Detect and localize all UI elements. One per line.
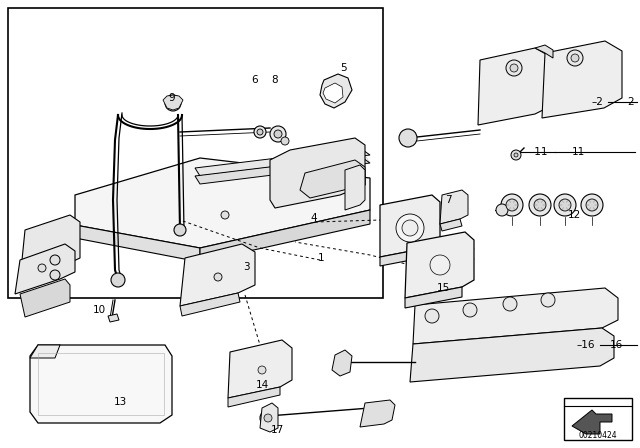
Circle shape xyxy=(534,199,546,211)
Text: 5: 5 xyxy=(340,63,347,73)
Polygon shape xyxy=(535,45,553,58)
Circle shape xyxy=(274,130,282,138)
Text: 12: 12 xyxy=(568,210,580,220)
Text: 4: 4 xyxy=(310,213,317,223)
Circle shape xyxy=(214,273,222,281)
Circle shape xyxy=(281,137,289,145)
Circle shape xyxy=(496,204,508,216)
Text: 11: 11 xyxy=(572,147,585,157)
Polygon shape xyxy=(320,74,352,108)
Text: 8: 8 xyxy=(272,75,278,85)
Circle shape xyxy=(260,410,276,426)
Polygon shape xyxy=(270,138,365,208)
Polygon shape xyxy=(380,247,432,266)
Text: –11: –11 xyxy=(529,147,548,157)
Polygon shape xyxy=(345,165,365,210)
Polygon shape xyxy=(413,288,618,344)
Circle shape xyxy=(559,199,571,211)
Text: 15: 15 xyxy=(436,283,450,293)
Circle shape xyxy=(503,297,517,311)
Circle shape xyxy=(270,126,286,142)
Polygon shape xyxy=(405,287,462,308)
Text: 2: 2 xyxy=(627,97,634,107)
Polygon shape xyxy=(200,210,370,262)
Text: 16: 16 xyxy=(610,340,623,350)
Polygon shape xyxy=(30,345,60,358)
Text: –2: –2 xyxy=(591,97,603,107)
Polygon shape xyxy=(180,244,255,306)
Text: 10: 10 xyxy=(93,305,106,315)
Polygon shape xyxy=(323,83,343,103)
Bar xyxy=(564,398,632,440)
Polygon shape xyxy=(30,345,172,423)
Text: 1: 1 xyxy=(318,253,324,263)
Circle shape xyxy=(221,211,229,219)
Text: –16: –16 xyxy=(577,340,595,350)
Text: 13: 13 xyxy=(113,397,127,407)
Circle shape xyxy=(510,64,518,72)
Circle shape xyxy=(463,303,477,317)
Bar xyxy=(38,353,164,415)
Circle shape xyxy=(402,220,418,236)
Polygon shape xyxy=(572,410,612,434)
Circle shape xyxy=(258,366,266,374)
Polygon shape xyxy=(228,387,280,407)
Polygon shape xyxy=(108,314,119,322)
Polygon shape xyxy=(195,148,370,176)
Polygon shape xyxy=(15,244,75,294)
Circle shape xyxy=(264,414,272,422)
Polygon shape xyxy=(300,160,365,198)
Circle shape xyxy=(541,293,555,307)
Circle shape xyxy=(511,150,521,160)
Text: 00210424: 00210424 xyxy=(579,431,618,439)
Circle shape xyxy=(50,270,60,280)
Polygon shape xyxy=(75,158,370,248)
Circle shape xyxy=(581,194,603,216)
Circle shape xyxy=(111,273,125,287)
Circle shape xyxy=(165,95,181,111)
Polygon shape xyxy=(440,219,462,231)
Circle shape xyxy=(174,224,186,236)
Circle shape xyxy=(399,129,417,147)
Circle shape xyxy=(567,50,583,66)
Polygon shape xyxy=(332,350,352,376)
Circle shape xyxy=(254,126,266,138)
Circle shape xyxy=(571,54,579,62)
Polygon shape xyxy=(228,340,292,398)
Circle shape xyxy=(554,194,576,216)
Polygon shape xyxy=(405,232,474,298)
Polygon shape xyxy=(180,293,240,316)
Circle shape xyxy=(501,194,523,216)
Polygon shape xyxy=(260,403,278,432)
Text: 6: 6 xyxy=(252,75,259,85)
Circle shape xyxy=(396,214,424,242)
Polygon shape xyxy=(20,215,80,280)
Polygon shape xyxy=(163,95,183,110)
Polygon shape xyxy=(478,48,553,125)
Circle shape xyxy=(430,255,450,275)
Circle shape xyxy=(50,255,60,265)
Circle shape xyxy=(257,129,263,135)
Circle shape xyxy=(529,194,551,216)
Text: 7: 7 xyxy=(445,195,451,205)
Polygon shape xyxy=(360,400,395,427)
Polygon shape xyxy=(20,279,70,317)
Polygon shape xyxy=(380,195,440,257)
Text: 9: 9 xyxy=(168,93,175,103)
Polygon shape xyxy=(195,156,370,184)
Polygon shape xyxy=(75,225,200,262)
Circle shape xyxy=(586,199,598,211)
Bar xyxy=(8,8,383,298)
Text: 17: 17 xyxy=(270,425,284,435)
Text: 14: 14 xyxy=(255,380,269,390)
Circle shape xyxy=(514,153,518,157)
Circle shape xyxy=(506,60,522,76)
Circle shape xyxy=(506,199,518,211)
Polygon shape xyxy=(410,328,614,382)
Polygon shape xyxy=(542,41,622,118)
Circle shape xyxy=(425,309,439,323)
Circle shape xyxy=(38,264,46,272)
Text: 3: 3 xyxy=(243,262,250,272)
Polygon shape xyxy=(440,190,468,224)
